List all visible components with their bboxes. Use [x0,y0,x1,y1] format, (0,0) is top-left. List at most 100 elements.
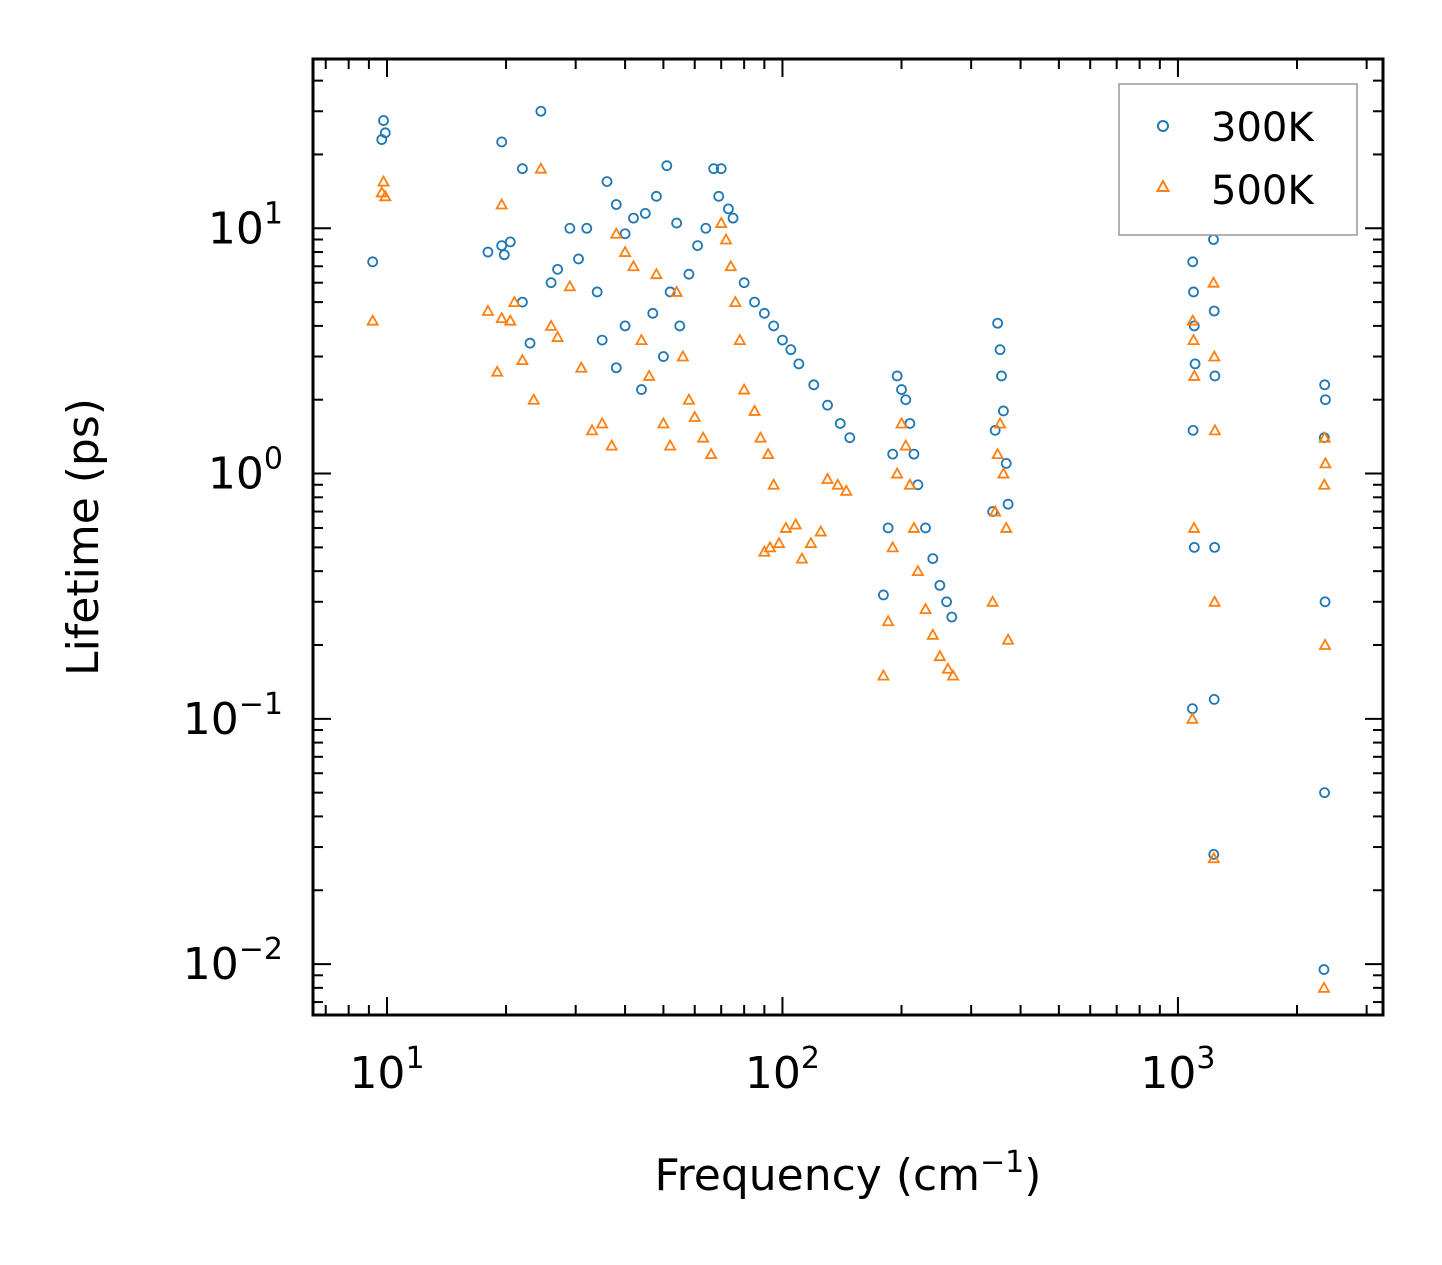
data-point [661,160,673,172]
data-point [619,320,631,332]
data-point [674,320,686,332]
data-point [804,536,818,549]
data-point [941,596,952,608]
data-point [595,416,609,429]
data-point [563,279,577,292]
data-point [670,285,684,297]
data-point [683,268,695,280]
data-point [890,466,904,479]
data-point [1319,596,1331,608]
data-point [552,263,563,275]
data-point [482,246,494,258]
data-point [700,222,712,234]
y-tick-label: 10−2 [183,932,283,990]
data-point [1187,369,1201,381]
data-point [993,416,1007,429]
data-point [779,521,793,533]
data-point [656,416,670,429]
data-point [763,540,777,553]
data-point [785,344,797,356]
data-point [544,319,558,331]
data-point [934,579,946,591]
data-point [504,236,516,248]
data-point [696,430,710,443]
data-point [1208,849,1220,860]
data-point [926,627,940,640]
data-point [724,259,738,272]
data-point [1187,703,1198,715]
x-tick-label: 101 [349,1041,424,1099]
data-point [609,226,623,239]
data-point [1207,851,1221,864]
x-tick-label: 103 [1140,1041,1215,1099]
data-point [723,203,734,215]
data-point [628,212,639,224]
x-tick-label: 102 [745,1041,820,1099]
data-point [375,185,389,198]
legend-marker-500k [1155,178,1171,192]
data-point [649,267,663,280]
data-point [1189,358,1201,370]
data-point [651,190,662,202]
data-point [753,430,768,443]
data-point [988,504,1002,517]
data-point [1208,234,1219,245]
data-point [524,337,536,349]
data-point [767,477,781,490]
data-point [808,379,820,391]
data-point [573,253,584,265]
data-point [793,358,805,370]
data-point [911,564,925,577]
data-point [899,438,913,451]
data-point [1188,541,1200,553]
data-point [886,540,900,553]
data-point [1208,305,1220,317]
data-point [719,232,733,245]
data-point [941,661,955,674]
data-point [820,472,835,484]
data-point [876,668,890,681]
data-point [708,163,720,175]
data-point [376,134,388,145]
data-point [1002,498,1014,510]
data-point [814,524,828,537]
data-point [574,360,588,373]
data-point [534,161,548,174]
data-point [991,447,1005,460]
data-point [527,392,541,405]
data-point [994,344,1006,356]
data-point [503,313,517,326]
data-point [376,174,391,187]
data-point [839,484,853,496]
data-point [795,551,809,564]
data-point [1187,424,1199,436]
data-point [749,296,760,308]
data-point [986,594,1000,607]
data-point [682,392,696,405]
data-point [564,222,576,234]
data-point [596,334,608,346]
data-point [1186,313,1200,326]
data-point [992,317,1004,329]
data-point [642,369,656,381]
data-point [688,410,702,422]
data-point [1185,711,1199,724]
plot-area [366,105,1332,993]
data-point [1208,594,1222,607]
legend: 300K 500K [1118,83,1358,236]
data-point [481,304,495,316]
data-point [896,384,907,395]
legend-label-500k: 500K [1211,168,1315,214]
data-point [713,190,725,202]
data-point [1209,541,1221,553]
data-point [535,105,547,117]
data-point [636,384,647,395]
data-point [378,115,389,126]
data-point [1317,477,1331,490]
data-point [692,240,703,251]
data-point [748,404,762,416]
data-point [634,333,648,346]
data-point [658,351,669,362]
data-point [758,307,770,319]
